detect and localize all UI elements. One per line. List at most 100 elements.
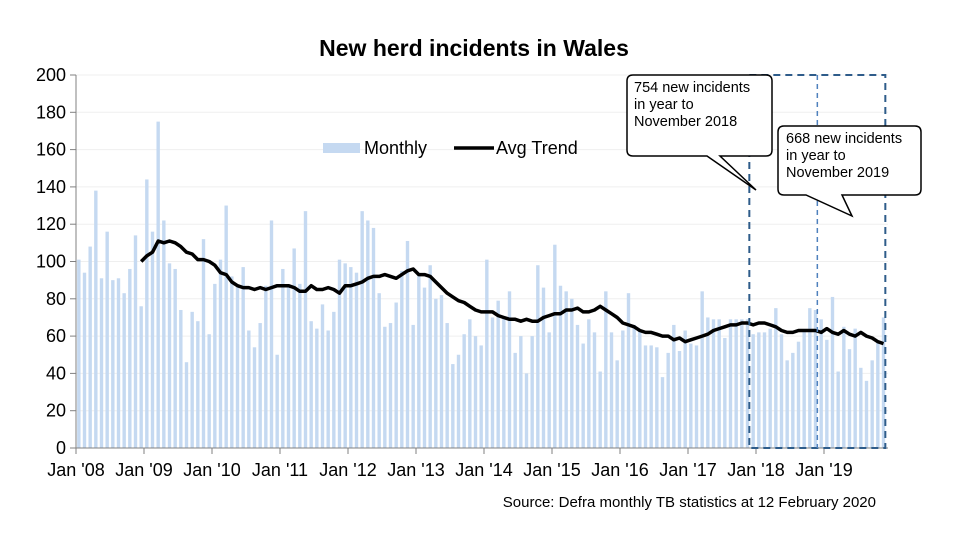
callout-2019-line-1: 668 new incidents [786, 131, 902, 147]
bar-month-111 [706, 317, 710, 448]
bar-month-141 [876, 341, 880, 448]
bar-month-48 [349, 267, 353, 448]
legend-label-avg-trend: Avg Trend [496, 138, 578, 158]
legend-swatch-monthly [323, 143, 360, 153]
x-tick-label-5: Jan '13 [387, 460, 444, 480]
bar-month-24 [213, 283, 217, 448]
y-tick-label-0: 0 [56, 438, 66, 458]
x-tick-label-3: Jan '11 [252, 460, 308, 480]
bar-month-139 [864, 380, 869, 448]
bar-month-125 [785, 360, 789, 448]
bar-month-99 [638, 330, 642, 448]
bar-month-37 [286, 285, 291, 448]
bar-month-64 [439, 295, 444, 448]
callout-2018-line-3: November 2018 [634, 114, 737, 130]
bar-month-88 [575, 324, 580, 448]
bar-month-1 [82, 272, 87, 448]
y-axis: 0 20 40 60 80 100 120 140 160 180 200 [36, 65, 77, 458]
callout-2018: 754 new incidents in year to November 20… [626, 74, 773, 191]
bar-month-121 [762, 332, 767, 448]
bar-month-59 [411, 324, 415, 448]
bar-month-13 [150, 231, 155, 448]
y-tick-label-140: 140 [36, 177, 66, 197]
bar-month-26 [224, 205, 228, 448]
bar-month-6 [111, 280, 115, 448]
callout-2019-line-2: in year to [786, 148, 846, 164]
bar-month-31 [252, 347, 257, 448]
bar-month-10 [133, 235, 138, 448]
bar-month-140 [870, 360, 874, 448]
bar-month-11 [139, 306, 143, 448]
bar-month-47 [343, 263, 347, 448]
x-tick-label-8: Jan '16 [591, 460, 648, 480]
bar-month-86 [564, 291, 568, 448]
bar-month-98 [632, 324, 636, 448]
y-tick-label-200: 200 [36, 65, 66, 85]
callout-2018-line-1: 754 new incidents [634, 80, 750, 96]
bar-month-68 [462, 334, 466, 448]
x-tick-label-0: Jan '08 [47, 460, 104, 480]
bar-month-132 [825, 339, 829, 448]
bar-month-114 [723, 337, 727, 448]
bar-month-51 [366, 220, 370, 448]
bar-month-67 [456, 354, 461, 448]
monthly-bars [77, 121, 886, 448]
x-tick-label-2: Jan '10 [183, 460, 240, 480]
bar-month-4 [99, 278, 104, 448]
bar-month-128 [802, 330, 806, 448]
bar-month-66 [451, 364, 455, 448]
bar-month-79 [524, 373, 529, 448]
bar-month-95 [615, 360, 619, 448]
bar-month-109 [694, 345, 699, 448]
bar-month-97 [626, 293, 631, 448]
bar-month-76 [507, 291, 512, 448]
bar-month-60 [417, 274, 421, 448]
x-axis: Jan '08 Jan '09 Jan '10 Jan '11 Jan '12 Jan '… [47, 447, 888, 480]
bar-month-135 [842, 326, 846, 448]
bar-month-92 [598, 371, 602, 448]
bar-month-52 [371, 227, 376, 448]
callout-2018-bubble [626, 74, 773, 191]
bar-month-120 [757, 332, 761, 448]
bar-month-119 [751, 334, 755, 448]
callout-2019-line-3: November 2019 [786, 165, 889, 181]
x-tick-label-11: Jan '19 [795, 460, 852, 480]
bar-month-42 [315, 328, 319, 448]
x-tick-label-10: Jan '18 [727, 460, 784, 480]
bar-month-50 [360, 211, 364, 448]
bar-month-16 [167, 263, 172, 448]
bar-month-15 [162, 220, 166, 448]
x-tick-label-7: Jan '15 [523, 460, 580, 480]
bar-month-87 [570, 298, 574, 448]
bar-month-25 [218, 259, 223, 448]
bar-month-22 [201, 239, 206, 448]
bar-month-115 [728, 319, 733, 448]
bar-month-7 [116, 278, 121, 448]
bar-month-106 [677, 351, 682, 448]
bar-month-104 [666, 352, 670, 448]
bar-month-78 [519, 336, 523, 448]
bar-month-2 [88, 246, 92, 448]
bar-month-12 [145, 179, 149, 448]
bar-month-35 [275, 354, 279, 448]
bar-month-70 [473, 336, 478, 448]
bar-month-103 [660, 377, 665, 448]
bar-month-57 [400, 270, 404, 448]
bar-month-142 [881, 317, 886, 448]
bar-month-36 [281, 268, 285, 448]
y-tick-label-20: 20 [46, 401, 66, 421]
bar-month-116 [734, 319, 738, 448]
bar-month-93 [604, 291, 608, 448]
bar-month-41 [309, 321, 313, 448]
bar-month-75 [502, 317, 506, 448]
bar-month-55 [388, 323, 393, 448]
bar-month-131 [819, 319, 823, 448]
y-tick-label-40: 40 [46, 363, 66, 383]
bar-month-74 [496, 300, 500, 448]
bar-month-105 [672, 324, 676, 448]
callout-2018-line-2: in year to [634, 97, 694, 113]
bar-month-46 [337, 259, 342, 448]
bar-month-100 [643, 345, 648, 448]
bar-month-90 [587, 319, 591, 448]
bar-month-43 [320, 304, 325, 448]
